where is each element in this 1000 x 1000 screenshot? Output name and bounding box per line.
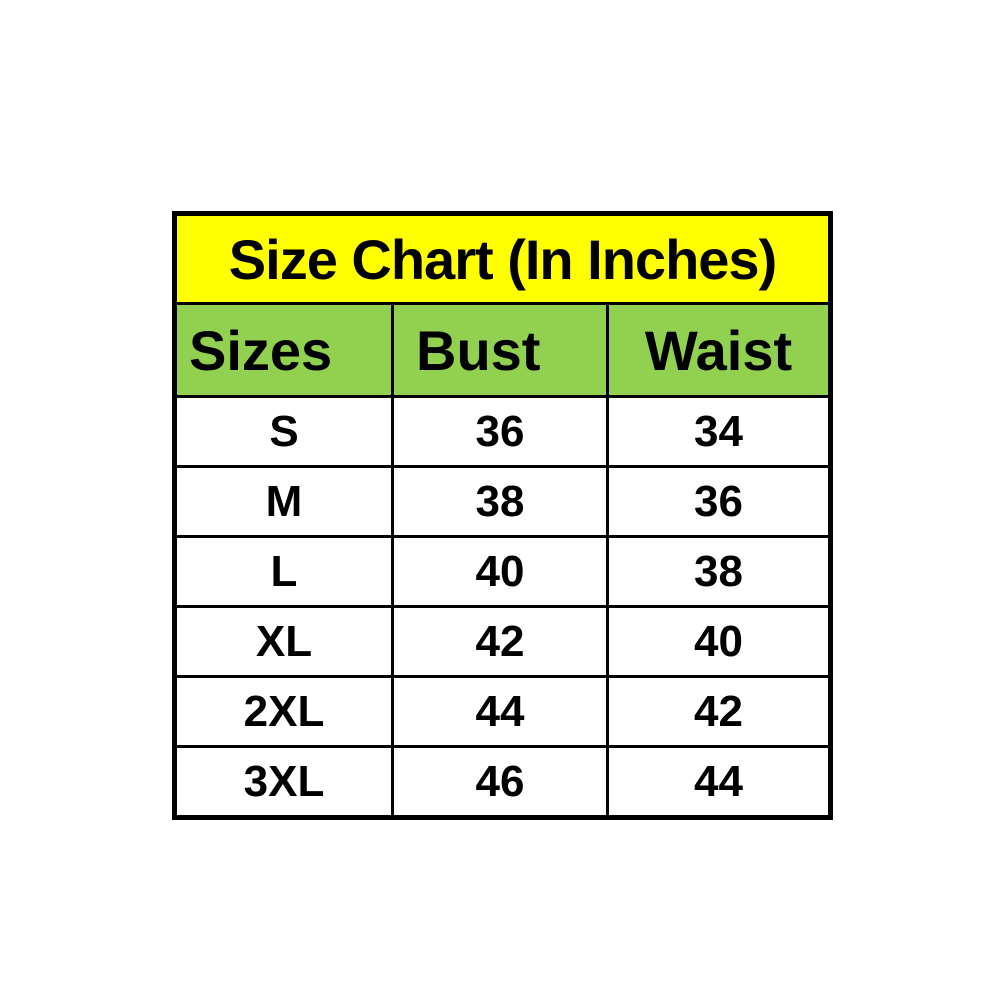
size-cell: 3XL — [173, 745, 394, 819]
size-chart-table: Size Chart (In Inches) Sizes Bust Waist … — [172, 211, 833, 820]
table-header-row: Sizes Bust Waist — [173, 302, 832, 398]
waist-cell: 34 — [606, 395, 832, 468]
table-row: 3XL 46 44 — [173, 745, 832, 819]
size-cell: 2XL — [173, 675, 394, 748]
bust-cell: 38 — [391, 465, 609, 538]
table-title: Size Chart (In Inches) — [173, 212, 832, 305]
size-cell: S — [173, 395, 394, 468]
size-cell: XL — [173, 605, 394, 678]
column-header-sizes: Sizes — [173, 302, 394, 398]
waist-cell: 40 — [606, 605, 832, 678]
bust-cell: 36 — [391, 395, 609, 468]
table-row: 2XL 44 42 — [173, 675, 832, 748]
bust-cell: 40 — [391, 535, 609, 608]
size-cell: M — [173, 465, 394, 538]
column-header-waist: Waist — [606, 302, 832, 398]
size-cell: L — [173, 535, 394, 608]
waist-cell: 38 — [606, 535, 832, 608]
bust-cell: 44 — [391, 675, 609, 748]
table-title-row: Size Chart (In Inches) — [173, 212, 832, 305]
table-row: L 40 38 — [173, 535, 832, 608]
waist-cell: 36 — [606, 465, 832, 538]
table-row: XL 42 40 — [173, 605, 832, 678]
table-row: M 38 36 — [173, 465, 832, 538]
column-header-bust: Bust — [391, 302, 609, 398]
waist-cell: 42 — [606, 675, 832, 748]
bust-cell: 46 — [391, 745, 609, 819]
bust-cell: 42 — [391, 605, 609, 678]
waist-cell: 44 — [606, 745, 832, 819]
table-row: S 36 34 — [173, 395, 832, 468]
